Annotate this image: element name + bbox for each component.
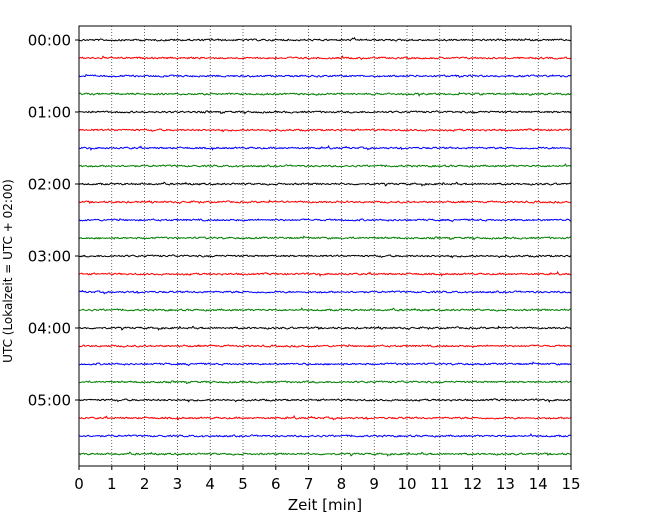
seismic-trace — [78, 235, 572, 241]
seismic-trace — [78, 398, 572, 403]
y-tick-label: 01:00 — [28, 104, 71, 122]
seismic-trace — [78, 91, 572, 97]
plot-frame — [78, 25, 572, 467]
y-tick-label: 03:00 — [28, 248, 71, 266]
x-tick-label: 3 — [173, 475, 183, 493]
x-tick-label: 12 — [463, 475, 482, 493]
seismic-trace — [78, 54, 572, 61]
x-tick-label: 14 — [529, 475, 548, 493]
x-tick-label: 8 — [337, 475, 347, 493]
seismic-trace — [78, 163, 572, 168]
x-axis-ticks: 0 1 2 3 4 5 6 7 8 9 10 11 12 13 14 15 — [74, 466, 581, 493]
seismic-trace — [78, 451, 572, 457]
y-tick-label: 00:00 — [28, 32, 71, 50]
seismic-trace — [78, 110, 572, 115]
seismic-trace — [78, 414, 572, 421]
x-tick-label: 0 — [74, 475, 84, 493]
y-axis-ticks: 00:00 01:00 02:00 03:00 04:00 05:00 — [28, 32, 79, 410]
seismic-trace — [78, 361, 572, 367]
seismic-trace — [78, 218, 572, 223]
x-axis-label: Zeit [min] — [288, 496, 362, 514]
vertical-grid — [111, 26, 539, 466]
seismic-trace — [78, 289, 572, 295]
seismic-trace — [78, 74, 572, 78]
seismic-trace — [78, 128, 572, 133]
seismic-trace — [78, 307, 572, 312]
x-tick-label: 4 — [205, 475, 215, 493]
y-tick-label: 05:00 — [28, 392, 71, 410]
x-tick-label: 1 — [107, 475, 117, 493]
trace-group — [78, 36, 572, 457]
x-tick-label: 13 — [496, 475, 515, 493]
y-axis-label: UTC (Lokalzeit = UTC + 02:00) — [1, 179, 15, 363]
seismic-trace — [78, 36, 572, 42]
x-tick-label: 7 — [304, 475, 314, 493]
x-tick-label: 6 — [271, 475, 281, 493]
seismic-trace — [78, 254, 572, 259]
x-tick-label: 5 — [238, 475, 248, 493]
seismic-trace — [78, 181, 572, 187]
seismic-trace — [78, 380, 572, 385]
seismic-trace — [78, 344, 572, 348]
seismic-trace — [78, 433, 572, 438]
x-tick-label: 11 — [430, 475, 449, 493]
seismic-trace — [78, 144, 572, 151]
x-tick-label: 10 — [397, 475, 416, 493]
seismic-trace — [78, 270, 572, 277]
x-tick-label: 2 — [140, 475, 150, 493]
x-tick-label: 9 — [369, 475, 379, 493]
y-tick-label: 04:00 — [28, 320, 71, 338]
y-tick-label: 02:00 — [28, 176, 71, 194]
seismic-trace — [78, 199, 572, 205]
seismic-trace — [78, 325, 572, 331]
x-tick-label: 15 — [561, 475, 580, 493]
